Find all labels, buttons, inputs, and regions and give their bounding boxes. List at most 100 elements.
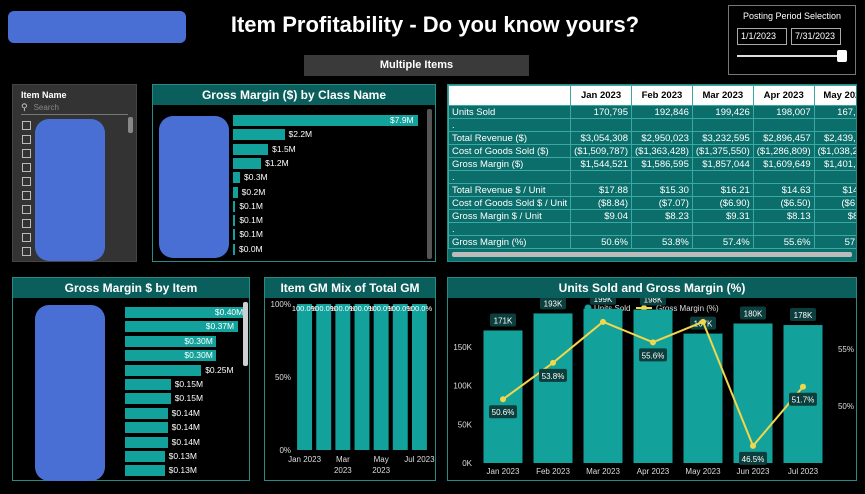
table-cell	[691, 118, 754, 132]
slicer-item[interactable]	[20, 118, 136, 132]
x-tick-label: Jan 2023	[487, 467, 520, 476]
class-bar[interactable]	[233, 172, 241, 184]
class-bar[interactable]	[233, 129, 285, 141]
checkbox[interactable]	[22, 148, 31, 158]
item-bar[interactable]	[125, 465, 165, 477]
table-cell: $8.39	[813, 209, 856, 223]
table-h-scrollbar[interactable]	[452, 252, 852, 257]
posting-period-slicer: Posting Period Selection 1/1/2023 7/31/2…	[728, 5, 856, 75]
class-bar[interactable]	[233, 243, 235, 255]
checkbox[interactable]	[22, 246, 31, 256]
units-bar[interactable]	[633, 309, 673, 463]
posting-period-title: Posting Period Selection	[742, 11, 842, 21]
table-cell: ($7.07)	[631, 196, 693, 210]
start-date-input[interactable]: 1/1/2023	[737, 28, 787, 45]
table-cell: $14.63	[752, 183, 815, 197]
mix-bar-label: 100.0%	[292, 304, 318, 313]
slicer-item[interactable]	[20, 244, 136, 258]
mix-bar[interactable]	[297, 304, 313, 450]
class-bar[interactable]	[233, 157, 262, 169]
units-bar[interactable]	[583, 308, 623, 463]
class-bar[interactable]	[233, 143, 269, 155]
class-bar[interactable]	[233, 115, 418, 126]
gm-point[interactable]	[600, 318, 606, 325]
slicer-item[interactable]	[20, 230, 136, 244]
item-bar[interactable]	[125, 436, 168, 448]
table-cell: ($6.50)	[752, 196, 815, 210]
table-cell: 57.4%	[691, 235, 754, 249]
date-range-handle[interactable]	[837, 50, 847, 62]
item-bar[interactable]	[125, 321, 238, 333]
item-bar[interactable]	[125, 350, 217, 362]
mix-bar[interactable]	[316, 304, 332, 450]
class-bar-label: $0.1M	[239, 200, 263, 211]
search-input[interactable]: Search	[33, 103, 59, 112]
end-date-input[interactable]: 7/31/2023	[791, 28, 841, 45]
units-bar[interactable]	[683, 333, 723, 463]
item-bar[interactable]	[125, 422, 168, 434]
item-bar-label: $0.14M	[171, 436, 201, 447]
table-cell: $3,232,595	[691, 131, 754, 145]
mix-bar[interactable]	[392, 304, 408, 450]
checkbox[interactable]	[22, 134, 31, 144]
mix-bar[interactable]	[354, 304, 370, 450]
mix-bar[interactable]	[411, 304, 427, 450]
item-slicer: Item Name ⚲ Search	[12, 84, 137, 262]
item-bar[interactable]	[125, 407, 168, 419]
item-bar[interactable]	[125, 379, 171, 390]
table-cell: $2,950,023	[631, 131, 693, 145]
gm-point[interactable]	[750, 442, 756, 449]
item-labels-redacted	[35, 305, 105, 481]
item-bar-label: $0.30M	[184, 350, 213, 361]
gm-point[interactable]	[800, 383, 806, 390]
checkbox[interactable]	[22, 232, 31, 242]
item-bar[interactable]	[125, 307, 247, 318]
item-bar[interactable]	[125, 364, 202, 376]
checkbox[interactable]	[22, 162, 31, 172]
mix-bar[interactable]	[373, 304, 389, 450]
slicer-item[interactable]	[20, 188, 136, 202]
class-bar[interactable]	[233, 229, 236, 241]
mix-chart-svg: 100%50%0%100.0%100.0%100.0%100.0%100.0%1…	[271, 300, 435, 475]
item-bar[interactable]	[125, 393, 171, 405]
class-bar[interactable]	[233, 186, 238, 198]
gm-point[interactable]	[700, 318, 706, 325]
checkbox[interactable]	[22, 204, 31, 214]
item-bar[interactable]	[125, 335, 217, 347]
legend-gm-label: Gross Margin (%)	[656, 304, 719, 313]
gm-point[interactable]	[550, 359, 556, 366]
checkbox[interactable]	[22, 176, 31, 186]
class-bar[interactable]	[233, 215, 236, 227]
gm-point[interactable]	[650, 339, 656, 346]
mix-chart-panel: Item GM Mix of Total GM 100% 50% 0% 100.0% 1…	[264, 277, 436, 481]
checkbox[interactable]	[22, 190, 31, 200]
checkbox[interactable]	[22, 218, 31, 228]
mix-y-tick: 100%	[271, 300, 291, 309]
units-bar[interactable]	[733, 323, 773, 464]
table-cell: ($8.84)	[570, 196, 632, 210]
checkbox[interactable]	[22, 120, 31, 130]
gm-point[interactable]	[500, 396, 506, 403]
mix-bar[interactable]	[335, 304, 351, 450]
slicer-item[interactable]	[20, 146, 136, 160]
search-underline	[21, 114, 128, 115]
table-cell: 170,795	[570, 105, 632, 119]
item-chart-scrollbar[interactable]	[243, 302, 248, 366]
item-bar[interactable]	[125, 451, 165, 462]
slicer-scrollbar[interactable]	[128, 117, 133, 133]
table-cell	[631, 222, 693, 236]
slicer-item[interactable]	[20, 202, 136, 216]
class-names-redacted	[159, 116, 229, 258]
slicer-item[interactable]	[20, 216, 136, 230]
units-bar[interactable]	[533, 313, 573, 463]
slicer-item[interactable]	[20, 174, 136, 188]
class-bar[interactable]	[233, 200, 236, 212]
table-cell: $14.61	[813, 183, 856, 197]
slicer-item[interactable]	[20, 132, 136, 146]
class-chart-scrollbar[interactable]	[427, 109, 432, 259]
table-cell	[752, 170, 815, 184]
slicer-item[interactable]	[20, 160, 136, 174]
row-label: Units Sold	[448, 105, 572, 119]
item-bar-label: $0.40M	[214, 307, 244, 317]
class-bar-label: $1.5M	[272, 143, 296, 154]
